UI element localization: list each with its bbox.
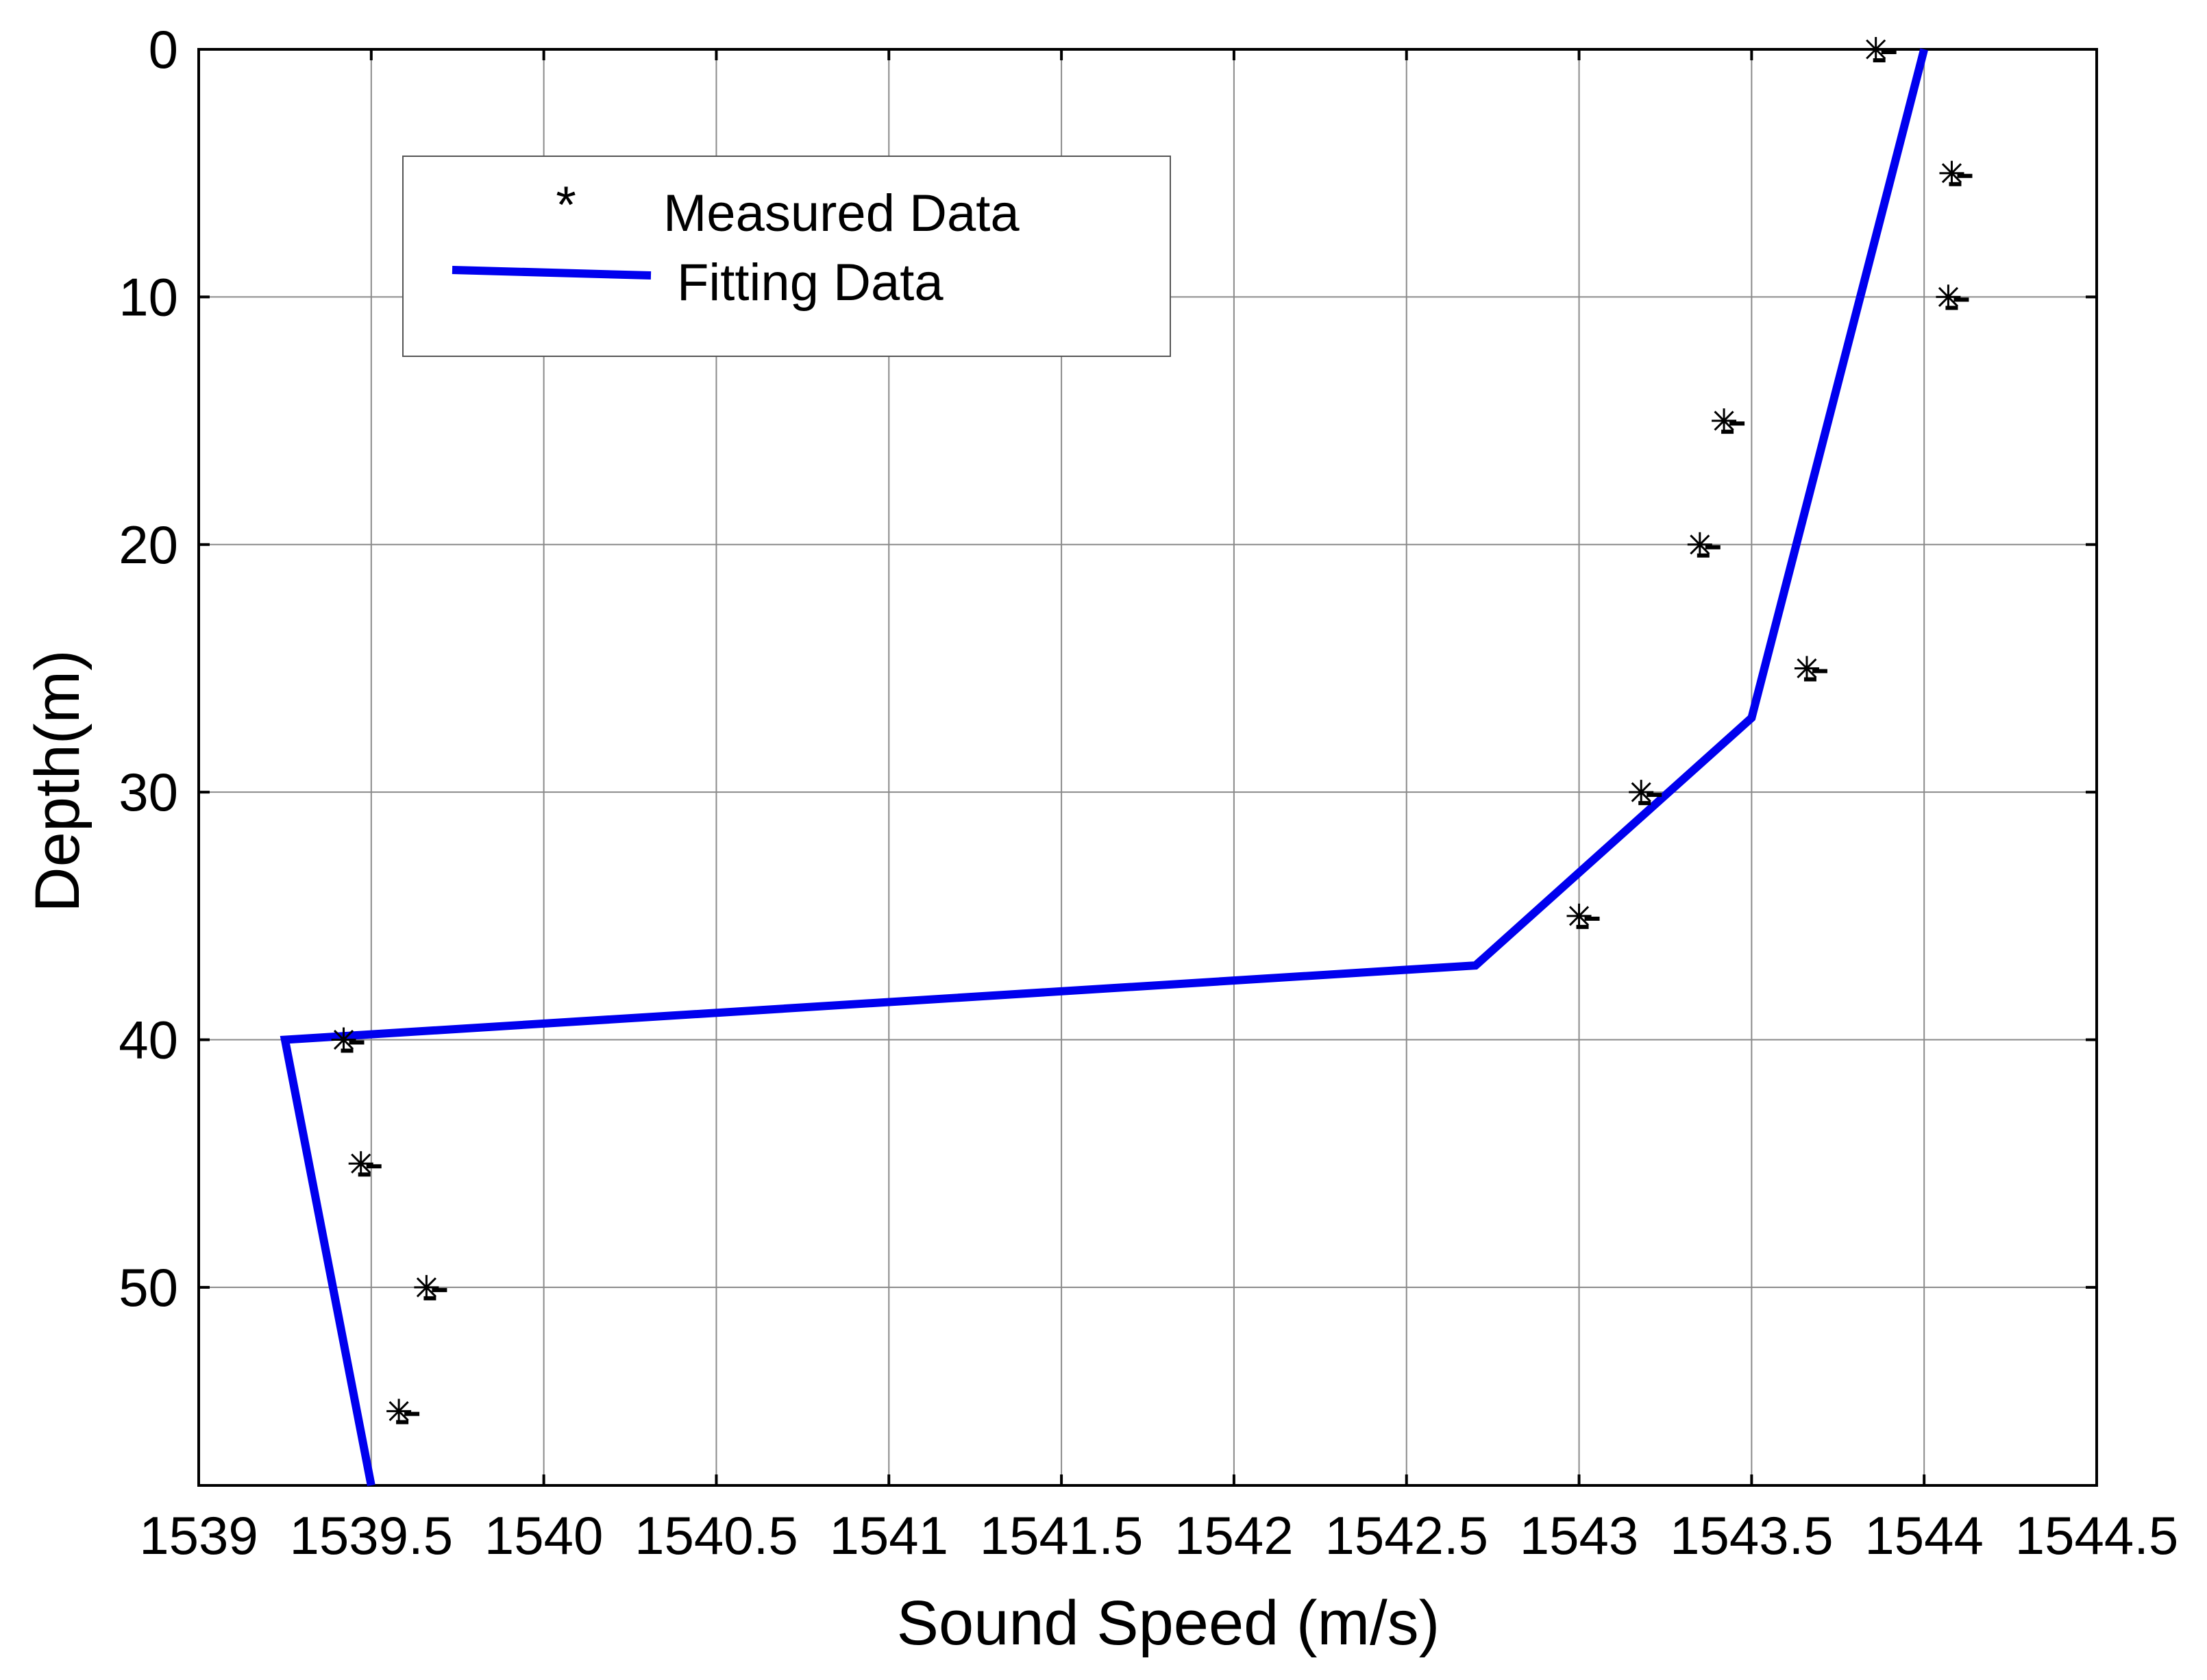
y-tick-labels: 0 10 20 30 40 50: [119, 19, 178, 1318]
x-tick-label: 1543.5: [1670, 1505, 1834, 1566]
fitting-data-line: [280, 48, 1928, 1487]
measured-data-point: [1863, 37, 1897, 62]
marker-stroke: [351, 1153, 371, 1174]
measured-data-point: [348, 1151, 382, 1177]
legend: * Measured Data Fitting Data: [402, 156, 1171, 357]
marker-stroke: [389, 1401, 409, 1422]
marker-stroke: [416, 1277, 436, 1298]
marker-stroke: [1941, 163, 1962, 184]
measured-data-point: [1629, 780, 1662, 806]
measured-data-point: [386, 1398, 420, 1424]
x-tick-label: 1540: [484, 1505, 604, 1566]
measured-data-point: [1794, 656, 1827, 682]
marker-stroke: [1690, 534, 1710, 555]
x-tick-label: 1539.5: [290, 1505, 454, 1566]
x-tick-labels: 1539 1539.5 1540 1540.5 1541 1541.5 1542 1542.5…: [139, 1505, 2178, 1566]
x-tick-label: 1540.5: [634, 1505, 798, 1566]
x-tick-label: 1543: [1520, 1505, 1639, 1566]
measured-data-point: [1712, 408, 1745, 434]
measured-data-point: [1566, 903, 1600, 929]
y-tick-label: 0: [149, 19, 178, 79]
x-tick-label: 1542: [1174, 1505, 1294, 1566]
marker-stroke: [1568, 906, 1590, 926]
measured-data-point: [1687, 532, 1721, 558]
legend-label-measured: Measured Data: [663, 184, 1020, 243]
y-tick-label: 30: [119, 762, 178, 822]
measured-data-point: [331, 1027, 365, 1053]
marker-stroke: [1938, 286, 1958, 307]
measured-data-series: [331, 37, 1973, 1424]
legend-label-fitting: Fitting Data: [677, 254, 944, 312]
y-tick-label: 50: [119, 1257, 178, 1318]
y-tick-label: 20: [119, 515, 178, 575]
marker-stroke: [1866, 39, 1886, 60]
marker-stroke: [333, 1029, 354, 1050]
x-tick-label: 1541.5: [980, 1505, 1144, 1566]
y-tick-label: 40: [119, 1010, 178, 1070]
measured-data-point: [414, 1274, 447, 1300]
y-axis-label: Depth(m): [23, 650, 93, 912]
marker-stroke: [1797, 658, 1817, 679]
x-tick-label: 1544.5: [2015, 1505, 2179, 1566]
fitting-data-series: [280, 48, 1928, 1487]
x-tick-label: 1544: [1864, 1505, 1984, 1566]
marker-stroke: [1631, 782, 1651, 802]
measured-data-point: [1936, 284, 1969, 310]
legend-box: [402, 156, 1171, 357]
y-tick-label: 10: [119, 267, 178, 327]
measured-data-point: [1939, 160, 1973, 186]
x-axis-label: Sound Speed (m/s): [897, 1588, 1440, 1658]
marker-stroke: [1714, 410, 1734, 431]
x-tick-label: 1539: [139, 1505, 258, 1566]
legend-marker-measured: *: [556, 176, 576, 234]
x-tick-label: 1541: [830, 1505, 949, 1566]
plot-frame: [197, 48, 2098, 1487]
legend-line-fitting: [452, 266, 652, 280]
x-tick-label: 1542.5: [1324, 1505, 1488, 1566]
